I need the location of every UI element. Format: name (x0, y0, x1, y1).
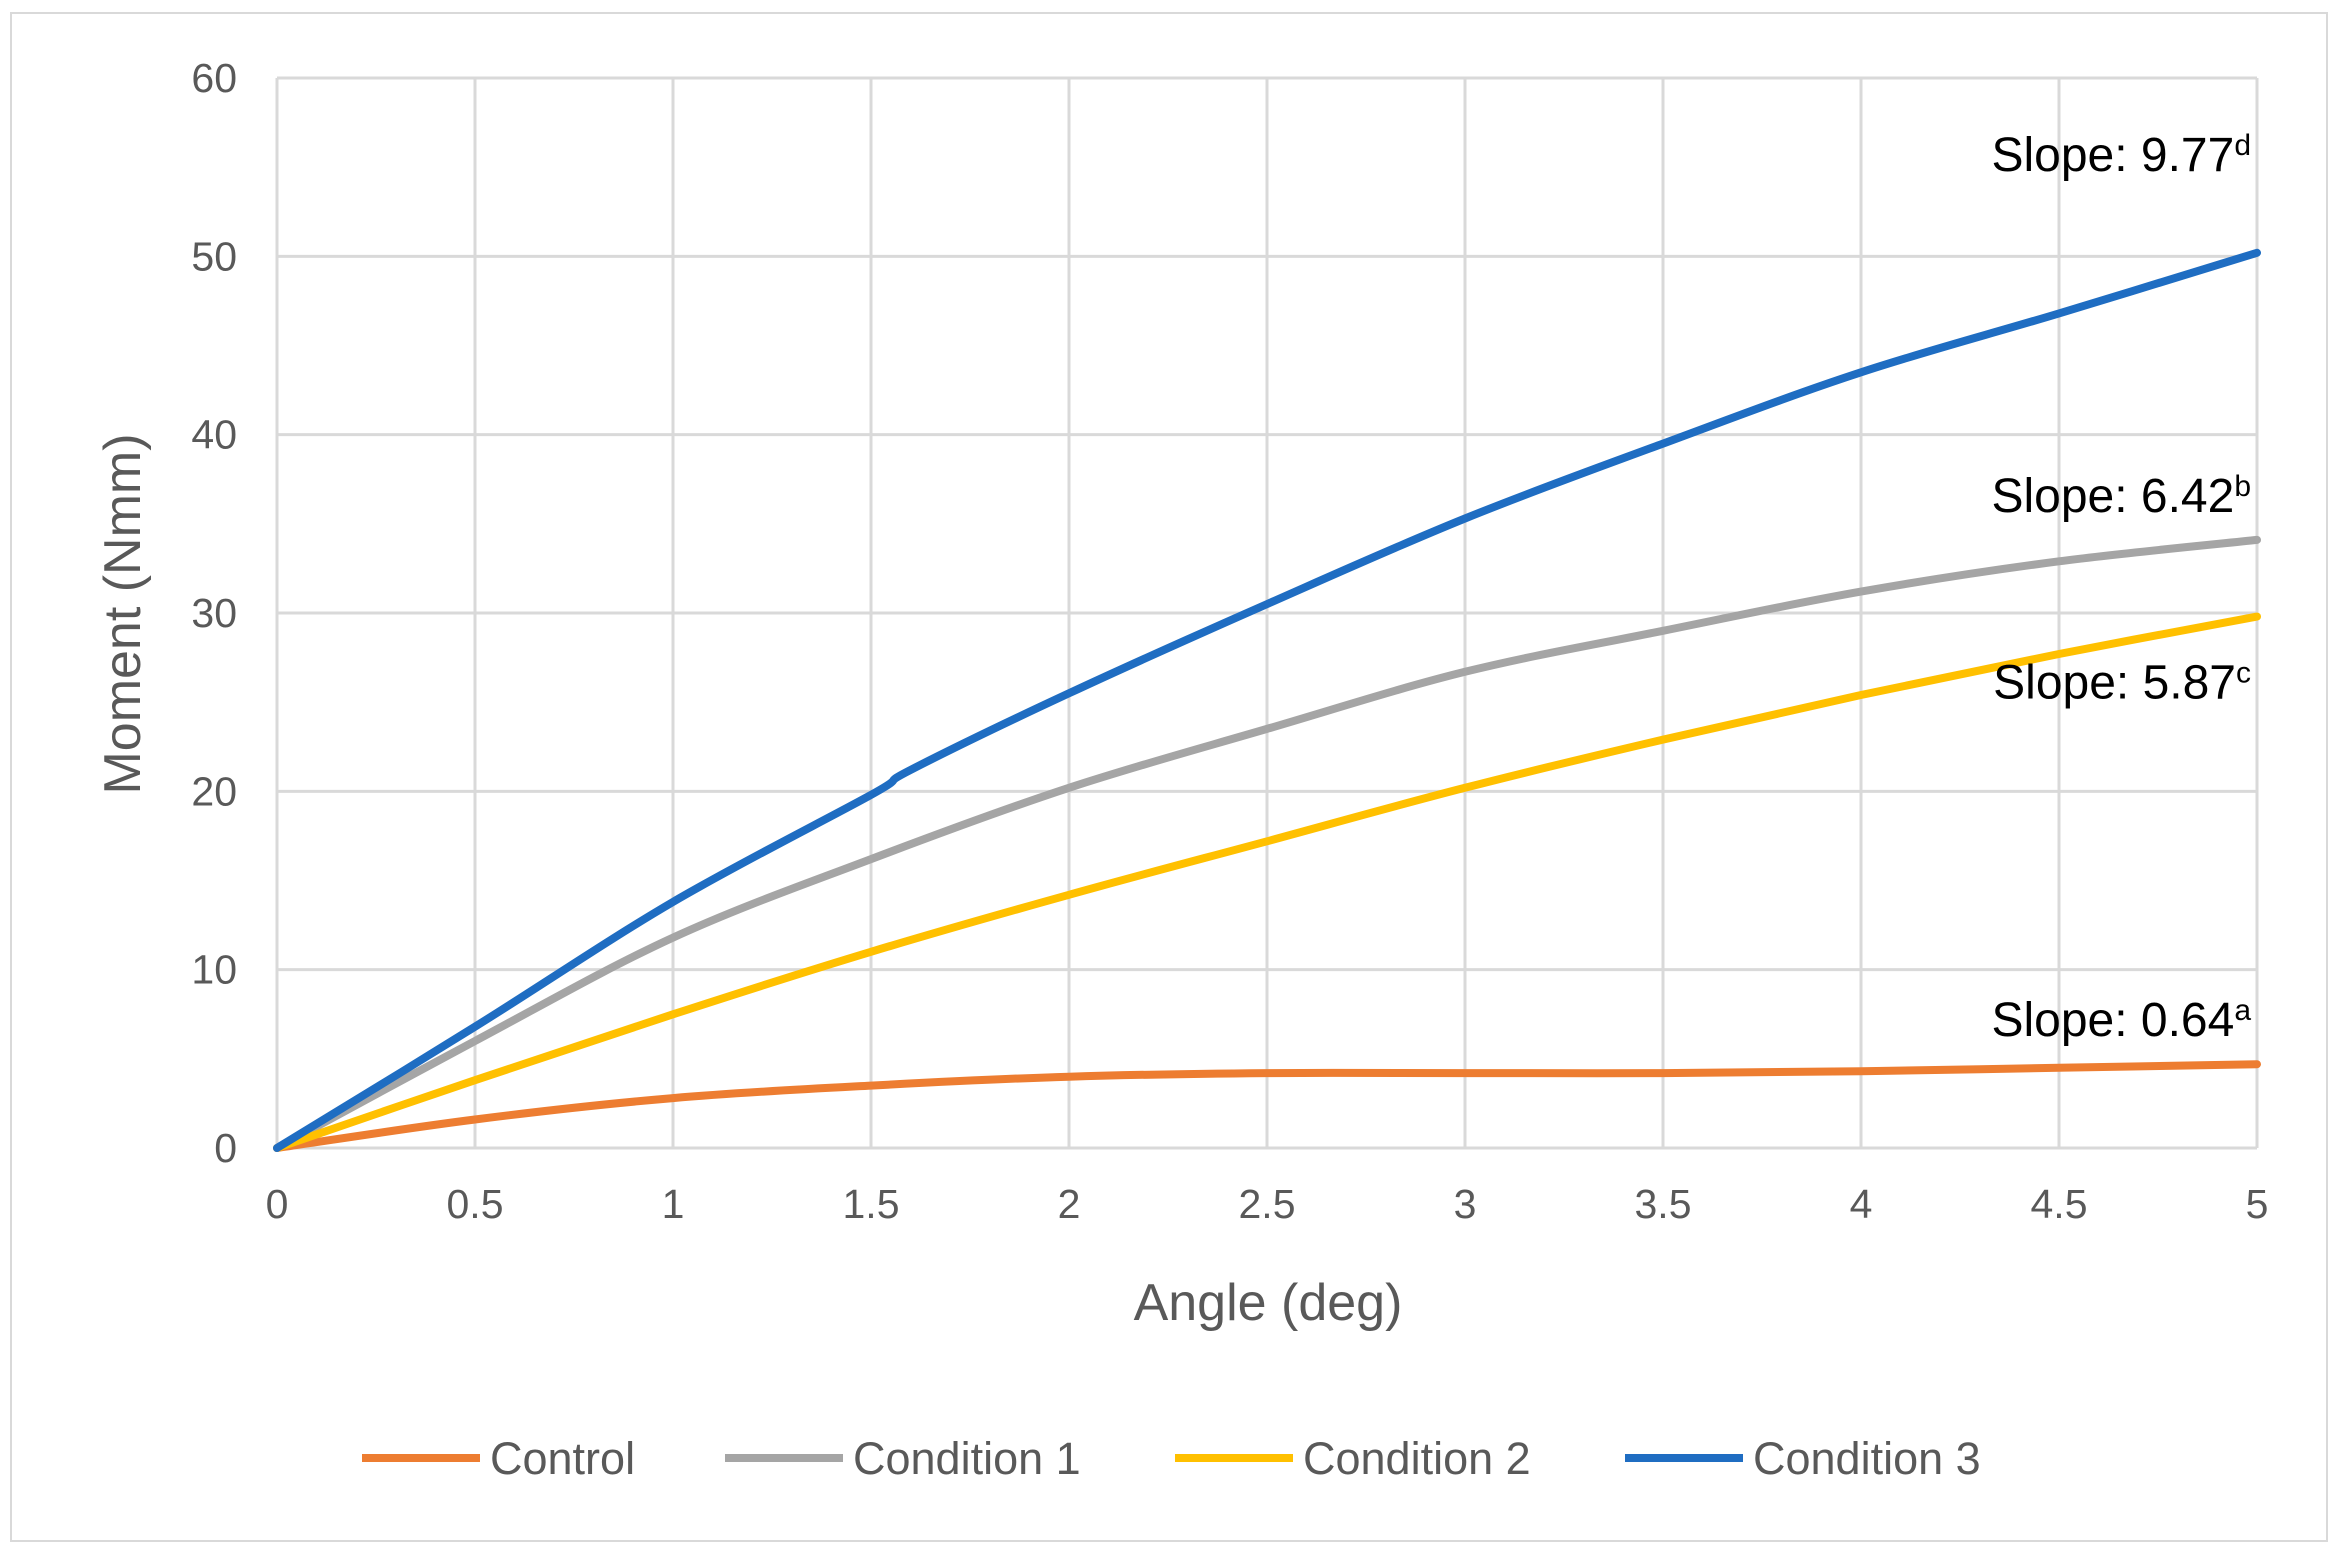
x-tick-label: 3 (1454, 1181, 1477, 1227)
legend-item: Control (362, 1433, 635, 1484)
x-tick-label: 4.5 (2031, 1181, 2088, 1227)
slope-annotation-sup: a (2234, 994, 2251, 1027)
legend-label: Control (490, 1433, 635, 1484)
slope-annotation-text: Slope: 5.87 (1993, 657, 2236, 710)
slope-annotation: Slope: 9.77d (1991, 129, 2251, 182)
y-axis-title: Moment (Nmm) (94, 433, 152, 794)
chart-frame (10, 12, 2328, 1542)
tick-labels: 0 10 20 30 40 50 60 0 0.5 1 1.5 2 2.5 3 3.5 4 4.5 5 (191, 55, 2268, 1227)
series-line-control (273, 1060, 2261, 1152)
y-tick-label: 30 (191, 590, 237, 636)
legend-label: Condition 3 (1753, 1433, 1981, 1484)
series-line-condition-1 (273, 535, 2261, 1152)
x-axis-title: Angle (deg) (1134, 1274, 1403, 1332)
slope-annotation-text: Slope: 9.77 (1991, 129, 2234, 182)
x-tick-label: 0.5 (447, 1181, 504, 1227)
legend-label: Condition 2 (1303, 1433, 1531, 1484)
x-tick-label: 0 (266, 1181, 289, 1227)
legend-item: Condition 2 (1175, 1433, 1531, 1484)
x-tick-label: 1 (662, 1181, 685, 1227)
legend-item: Condition 3 (1625, 1433, 1981, 1484)
x-tick-label: 5 (2246, 1181, 2269, 1227)
y-tick-label: 20 (191, 768, 237, 814)
y-tick-label: 10 (191, 947, 237, 993)
slope-annotation: Slope: 5.87c (1993, 657, 2251, 710)
x-tick-label: 1.5 (843, 1181, 900, 1227)
x-tick-label: 4 (1850, 1181, 1873, 1227)
y-tick-label: 40 (191, 412, 237, 458)
slope-annotation-sup: b (2234, 470, 2251, 503)
y-tick-label: 0 (214, 1125, 237, 1171)
series-lines (273, 248, 2261, 1152)
x-tick-label: 2 (1058, 1181, 1081, 1227)
slope-annotation: Slope: 0.64a (1991, 994, 2251, 1047)
series-line-condition-2 (273, 612, 2261, 1152)
x-tick-label: 2.5 (1239, 1181, 1296, 1227)
x-tick-label: 3.5 (1635, 1181, 1692, 1227)
legend-label: Condition 1 (853, 1433, 1081, 1484)
slope-annotation: Slope: 6.42b (1991, 470, 2251, 523)
y-tick-label: 50 (191, 233, 237, 279)
slope-annotation-sup: d (2234, 129, 2251, 162)
slope-annotation-text: Slope: 0.64 (1991, 994, 2234, 1047)
legend-item: Condition 1 (725, 1433, 1081, 1484)
legend: Control Condition 1 Condition 2 Condition 3 (362, 1433, 1981, 1484)
slope-annotation-sup: c (2236, 657, 2251, 690)
series-line-condition-3 (273, 248, 2261, 1152)
y-tick-label: 60 (191, 55, 237, 101)
slope-annotation-text: Slope: 6.42 (1991, 470, 2234, 523)
